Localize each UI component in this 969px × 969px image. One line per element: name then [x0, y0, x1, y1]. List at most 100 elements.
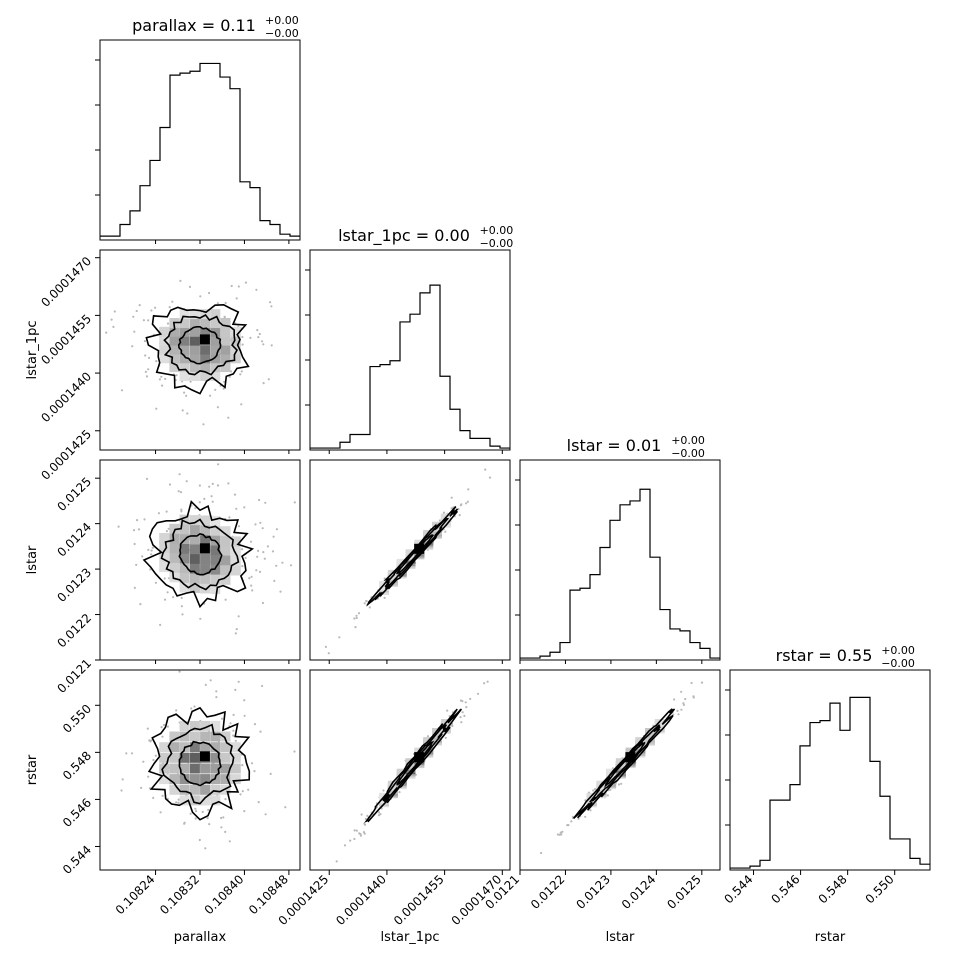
contour-level-2 — [384, 517, 450, 590]
sample-point — [237, 285, 240, 288]
panel-frame — [729, 669, 931, 871]
density-cell — [159, 353, 170, 364]
density-cell — [379, 580, 389, 591]
sample-point — [135, 519, 139, 522]
y-tick-label: 0.0123 — [55, 565, 95, 605]
sample-point — [151, 546, 154, 549]
density-cell — [159, 562, 170, 573]
sample-point — [253, 770, 256, 773]
sample-point — [594, 788, 597, 791]
sample-point — [438, 519, 442, 522]
density-cell — [220, 344, 231, 355]
sample-point — [186, 412, 189, 415]
sample-point — [442, 511, 446, 514]
density-cell — [179, 362, 190, 373]
sample-point — [262, 343, 265, 346]
sample-point — [464, 701, 467, 704]
sample-point — [465, 502, 468, 505]
y-axis-label-lstar: lstar — [25, 545, 40, 574]
density-cell — [159, 533, 170, 543]
sample-point — [161, 735, 164, 738]
sample-point — [257, 549, 260, 553]
density-cell — [220, 545, 231, 556]
density-cell — [210, 344, 221, 355]
err-minus: −0.00 — [881, 657, 915, 670]
sample-point — [181, 613, 184, 616]
density-cell — [159, 542, 170, 553]
density-cell — [169, 562, 180, 573]
sample-point — [230, 284, 233, 288]
density-cell — [220, 326, 231, 337]
hist-step-parallax — [100, 62, 300, 237]
density-cell — [200, 795, 211, 806]
sample-point — [210, 495, 213, 498]
sample-point — [476, 692, 480, 695]
sample-point — [483, 682, 486, 685]
density-cell — [159, 326, 170, 337]
sample-point — [275, 564, 278, 567]
density-cell — [189, 362, 200, 373]
sample-point — [223, 316, 226, 319]
sample-point — [269, 301, 272, 304]
sample-point — [692, 696, 695, 699]
density-cell — [189, 344, 200, 355]
density-cell — [210, 784, 221, 795]
sample-point — [682, 703, 686, 707]
sample-point — [240, 548, 244, 551]
y-tick-label: 0.544 — [60, 843, 94, 877]
density-cell — [169, 353, 180, 364]
density-cell — [189, 309, 200, 320]
density-cell — [169, 326, 180, 337]
sample-point — [215, 696, 218, 699]
density-cell — [189, 763, 200, 774]
density-cell — [179, 752, 190, 763]
density-cell — [200, 318, 211, 328]
sample-point — [382, 789, 385, 792]
sample-point — [377, 811, 381, 814]
sample-point — [273, 579, 276, 583]
contour-level-1 — [177, 326, 222, 365]
sample-point — [220, 816, 223, 820]
sample-point — [145, 477, 149, 480]
sample-point — [194, 507, 197, 510]
sample-point — [165, 530, 168, 533]
y-tick-label: 0.0001425 — [38, 427, 94, 483]
err-plus: +0.00 — [881, 644, 915, 657]
sample-point — [160, 375, 163, 378]
density-cell — [200, 371, 211, 381]
sample-point — [250, 575, 253, 578]
sample-point — [446, 709, 449, 712]
sample-point — [208, 823, 211, 826]
sample-point — [463, 714, 466, 718]
density-cell — [179, 553, 190, 564]
density-cell — [179, 572, 190, 583]
y-tick-label: 0.0001440 — [38, 369, 94, 425]
sample-point — [358, 832, 361, 835]
sample-point — [324, 645, 327, 649]
density-cell — [179, 563, 190, 574]
scatter-panel-lstar_1pc-rstar — [309, 669, 511, 871]
contour-level-2 — [163, 313, 238, 376]
density-cell — [220, 784, 231, 795]
sample-point — [135, 309, 138, 313]
sample-point — [217, 463, 220, 466]
density-cell — [210, 720, 221, 731]
sample-point — [150, 549, 153, 552]
y-tick-label: 0.0124 — [55, 520, 95, 560]
density-peak — [414, 543, 425, 554]
scatter-panel-parallax-rstar — [99, 669, 301, 871]
density-cell — [220, 752, 231, 763]
density-cell — [200, 784, 211, 795]
sample-point — [559, 831, 562, 834]
sample-point — [177, 798, 180, 801]
density-cell — [169, 572, 180, 583]
density-cell — [169, 344, 180, 355]
y-tick-label: 0.0001455 — [38, 312, 94, 368]
sample-point — [177, 801, 180, 805]
density-cell — [189, 583, 200, 593]
sample-point — [465, 706, 468, 709]
density-cell — [189, 795, 200, 806]
sample-point — [121, 778, 124, 781]
sample-point — [163, 577, 166, 580]
